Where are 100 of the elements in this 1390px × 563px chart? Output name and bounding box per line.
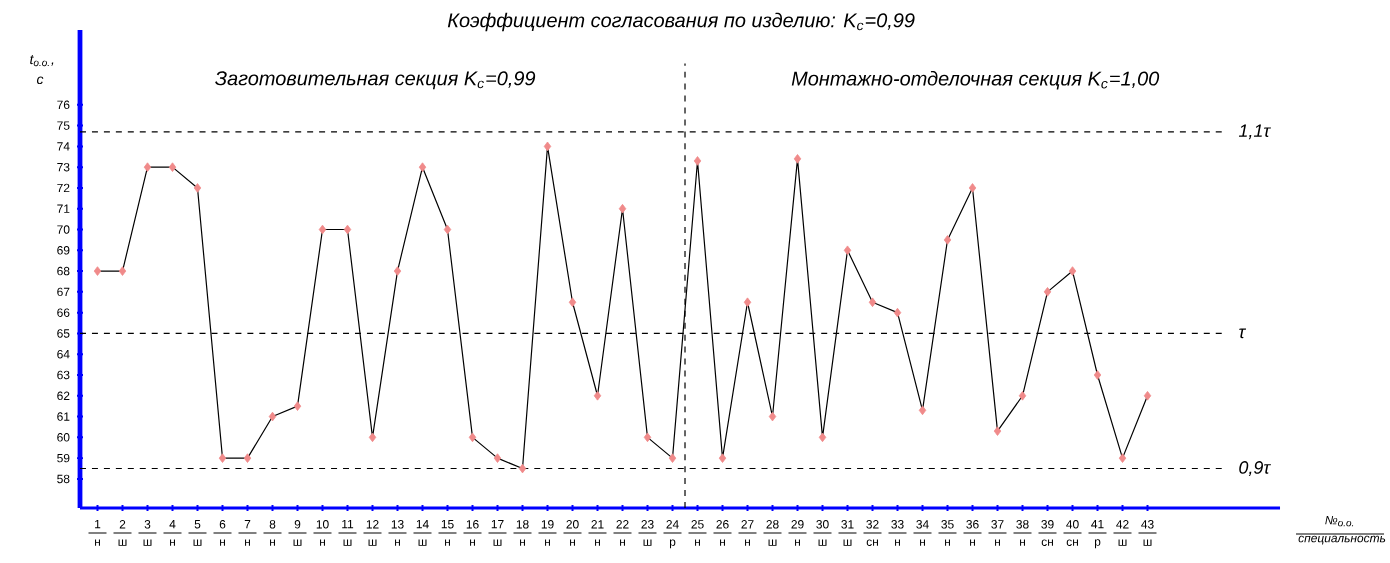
point <box>393 266 402 276</box>
point <box>218 453 227 463</box>
point <box>368 432 377 443</box>
point <box>643 432 652 443</box>
annotation: Заготовительная секция K$_{с}$=0,99 <box>215 71 536 90</box>
x-tick-label: 16 н <box>466 520 479 546</box>
y-tick-label: 64 <box>57 349 70 359</box>
x-axis-title: №$_{о.о.}$ специальность <box>1298 516 1386 545</box>
y-tick-label: 74 <box>57 142 70 151</box>
x-tick-label: 35 н <box>941 520 954 546</box>
y-tick-label: 62 <box>57 391 70 401</box>
x-tick-label: 39 сн <box>1041 520 1054 546</box>
x-tick-label: 9 ш <box>293 520 302 546</box>
point <box>693 156 702 166</box>
point <box>568 297 577 308</box>
y-tick-label: 59 <box>57 453 70 463</box>
x-tick-label: 23 ш <box>641 520 654 546</box>
point <box>168 162 177 172</box>
x-tick-label: 29 н <box>791 520 804 546</box>
x-tick-label: 25 н <box>691 520 704 546</box>
point <box>1118 453 1127 463</box>
x-tick-label: 32 сн <box>866 520 879 546</box>
x-tick-label: 22 н <box>616 520 629 546</box>
x-tick-label: 42 ш <box>1116 520 1129 546</box>
point <box>893 307 902 318</box>
point <box>718 453 727 463</box>
x-tick-label: 40 сн <box>1066 520 1079 546</box>
point <box>493 453 502 463</box>
point <box>968 183 977 193</box>
point <box>318 224 327 235</box>
y-tick-label: 71 <box>57 204 70 213</box>
point <box>243 453 252 463</box>
ref-line-label: τ <box>1239 328 1247 339</box>
x-tick-label: 26 н <box>716 520 729 546</box>
point <box>793 154 802 164</box>
x-tick-label: 14 ш <box>416 520 429 546</box>
point <box>118 266 127 276</box>
x-tick-label: 20 н <box>566 520 579 546</box>
x-tick-label: 2 ш <box>118 520 127 546</box>
x-tick-label: 17 ш <box>491 520 504 546</box>
x-tick-label: 21 н <box>591 520 604 546</box>
x-tick-label: 30 ш <box>816 520 829 546</box>
point <box>93 266 102 276</box>
y-tick-label: 67 <box>57 287 70 297</box>
point <box>143 162 152 172</box>
point <box>818 432 827 443</box>
chart-title: Коэффициент согласования по изделию: K$_{с}$=0,99 <box>447 12 915 32</box>
x-tick-label: 24 р <box>666 520 679 549</box>
x-tick-label: 33 н <box>891 520 904 546</box>
x-tick-label: 31 ш <box>841 520 854 546</box>
x-tick-label: 43 ш <box>1141 520 1154 546</box>
point <box>443 224 452 235</box>
point <box>1018 390 1027 401</box>
x-tick-label: 41 р <box>1091 520 1104 549</box>
y-axis-title: t$_{о.о.}$, с <box>30 55 54 85</box>
x-tick-label: 15 н <box>441 520 454 546</box>
x-tick-label: 4 н <box>169 520 176 546</box>
x-tick-label: 36 н <box>966 520 979 546</box>
point <box>1043 287 1052 297</box>
point <box>518 463 527 474</box>
point <box>418 162 427 172</box>
point <box>1068 266 1077 276</box>
y-tick-label: 68 <box>57 266 70 276</box>
point <box>868 297 877 308</box>
point <box>993 426 1002 436</box>
y-tick-label: 69 <box>57 246 70 255</box>
x-tick-label: 6 н <box>219 520 226 546</box>
y-tick-label: 70 <box>57 225 70 234</box>
y-tick-label: 58 <box>57 474 70 484</box>
x-tick-label: 37 н <box>991 520 1004 546</box>
point <box>293 401 302 411</box>
x-tick-label: 10 н <box>316 520 329 546</box>
x-tick-label: 3 ш <box>143 520 152 546</box>
x-tick-label: 13 н <box>391 520 404 546</box>
point <box>618 203 627 214</box>
x-tick-label: 7 н <box>244 520 251 546</box>
ref-line-label: 0,9τ <box>1239 461 1271 476</box>
y-tick-label: 72 <box>57 183 70 193</box>
y-tick-label: 65 <box>57 329 70 338</box>
y-tick-label: 63 <box>57 370 70 380</box>
ref-line-label: 1,1τ <box>1238 124 1271 140</box>
point <box>843 245 852 256</box>
x-tick-label: 34 н <box>916 520 929 546</box>
point <box>468 432 477 443</box>
point <box>268 411 277 422</box>
point <box>743 297 752 308</box>
y-tick-label: 66 <box>57 308 70 317</box>
point <box>768 411 777 422</box>
y-tick-label: 75 <box>57 121 70 130</box>
y-tick-label: 60 <box>57 433 70 442</box>
x-tick-label: 1 н <box>95 520 101 546</box>
point <box>193 183 202 193</box>
x-tick-label: 8 н <box>269 520 276 546</box>
point <box>943 235 952 245</box>
x-tick-label: 38 н <box>1016 520 1029 546</box>
point <box>543 141 552 152</box>
y-tick-label: 73 <box>57 162 70 172</box>
x-tick-label: 11 ш <box>342 520 354 546</box>
point <box>918 405 927 416</box>
y-tick-label: 61 <box>57 412 70 421</box>
